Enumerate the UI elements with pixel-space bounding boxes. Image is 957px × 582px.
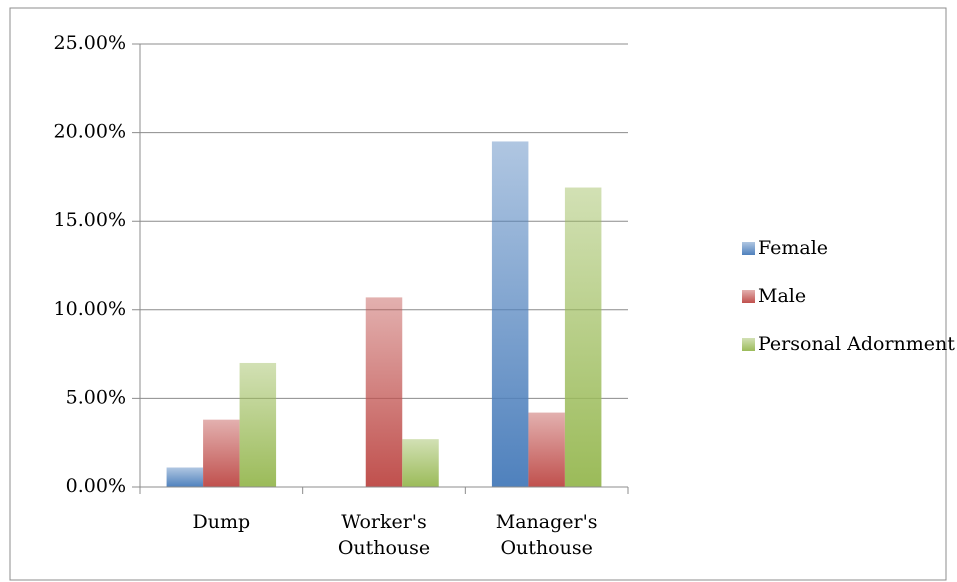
y-tick-label: 5.00% [66,386,126,408]
y-tick-label: 15.00% [54,209,126,231]
legend-label: Female [758,237,828,259]
y-tick-label: 20.00% [54,121,126,143]
x-tick-label: Worker's Outhouse [337,511,431,559]
bar [365,297,403,487]
y-tick-label: 10.00% [54,298,126,320]
legend-swatch [742,338,755,351]
legend-swatch [742,290,755,303]
y-tick-label: 0.00% [66,475,126,497]
legend-label: Male [758,285,806,307]
x-tick-label: Manager's Outhouse [495,511,598,559]
y-tick-label: 25.00% [54,32,126,54]
legend-label: Personal Adornment [758,333,955,355]
bar [491,141,529,487]
x-tick-label: Dump [192,511,251,533]
bar [564,187,602,488]
bar [239,362,277,487]
bar [402,439,439,487]
legend-swatch [742,242,755,255]
bar [528,412,565,487]
bar [166,467,204,487]
bar [203,419,240,487]
chart-border [9,7,947,581]
